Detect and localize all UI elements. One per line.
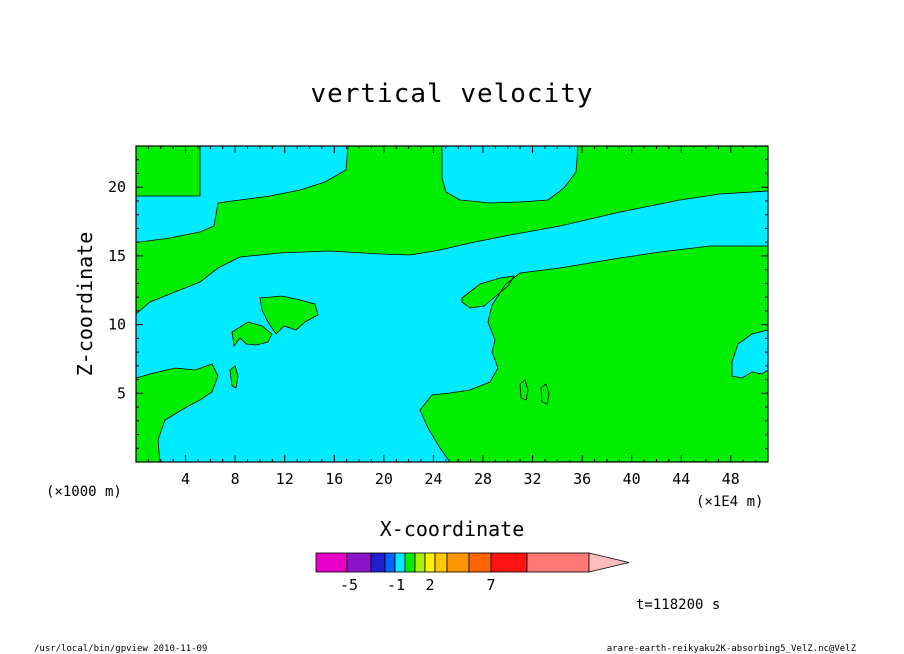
- colorbar-swatch: [434, 552, 448, 573]
- contour-line-upper-band: [136, 146, 349, 243]
- colorbar-swatch: [370, 552, 386, 573]
- colorbar-swatch: [404, 552, 416, 573]
- x-tick-label: 8: [231, 470, 240, 488]
- colorbar-swatch: [490, 552, 528, 573]
- x-scale-note: (×1E4 m): [696, 494, 763, 510]
- colorbar-swatch: [384, 552, 396, 573]
- contour-line-main-lower: [419, 245, 768, 462]
- plot-area: [136, 146, 768, 462]
- colorbar-swatch: [346, 552, 372, 573]
- colorbar-label: 7: [486, 576, 495, 594]
- colorbar-swatch: [315, 552, 348, 573]
- x-tick-label: 24: [424, 470, 442, 488]
- cyan-loop-2: [541, 384, 549, 404]
- x-axis-ticks: 4 8 12 16 20 24 28 32 36 40 44 48: [147, 146, 757, 488]
- footer-right-label: arare-earth-reikyaku2K-absorbing5_VelZ.n…: [607, 644, 857, 654]
- y-axis-label: Z-coordinate: [73, 232, 97, 377]
- cyan-region-main: [136, 191, 768, 462]
- cyan-region-upper: [136, 146, 348, 242]
- contour-line-left-lower: [136, 363, 219, 462]
- x-tick-label: 20: [375, 470, 393, 488]
- x-axis-label: X-coordinate: [380, 517, 525, 541]
- x-tick-label: 28: [474, 470, 492, 488]
- colorbar-swatch: [526, 552, 590, 573]
- contour-line-islands: [229, 275, 768, 405]
- footer-left-label: /usr/local/bin/gpview 2010-11-09: [34, 644, 207, 654]
- colorbar-labels: -5 -1 2 7: [340, 576, 496, 594]
- green-island-4: [230, 366, 238, 388]
- green-island-3: [462, 276, 514, 308]
- y-tick-label: 20: [108, 178, 126, 196]
- time-label: t=118200 s: [636, 597, 720, 613]
- colorbar-swatch: [424, 552, 436, 573]
- green-island-1: [260, 296, 318, 334]
- x-tick-label: 40: [623, 470, 641, 488]
- y-tick-label: 5: [117, 384, 126, 402]
- x-tick-label: 12: [276, 470, 294, 488]
- colorbar-swatch: [394, 552, 406, 573]
- y-tick-label: 10: [108, 316, 126, 334]
- colorbar-arrow: [588, 552, 630, 573]
- colorbar-label: 2: [425, 576, 434, 594]
- colorbar-label: -1: [387, 576, 405, 594]
- x-tick-label: 4: [181, 470, 190, 488]
- chart-title: vertical velocity: [310, 79, 593, 109]
- y-tick-label: 15: [108, 247, 126, 265]
- colorbar-swatch: [414, 552, 426, 573]
- x-tick-label: 36: [573, 470, 591, 488]
- cyan-region-top-center: [442, 146, 578, 203]
- colorbar: [315, 552, 630, 573]
- contour-line-top-center: [441, 146, 579, 204]
- plot-frame: [135, 145, 769, 463]
- contour-line-main-upper: [136, 190, 768, 315]
- colorbar-swatch: [468, 552, 492, 573]
- x-unit-label: (×1000 m): [46, 484, 122, 500]
- cyan-loop-1: [520, 380, 528, 400]
- colorbar-swatch: [446, 552, 470, 573]
- x-tick-label: 44: [672, 470, 690, 488]
- x-tick-label: 16: [325, 470, 343, 488]
- colorbar-label: -5: [340, 576, 358, 594]
- y-axis-ticks: 5 10 15 20: [108, 159, 768, 449]
- x-tick-label: 32: [524, 470, 542, 488]
- x-tick-label: 48: [722, 470, 740, 488]
